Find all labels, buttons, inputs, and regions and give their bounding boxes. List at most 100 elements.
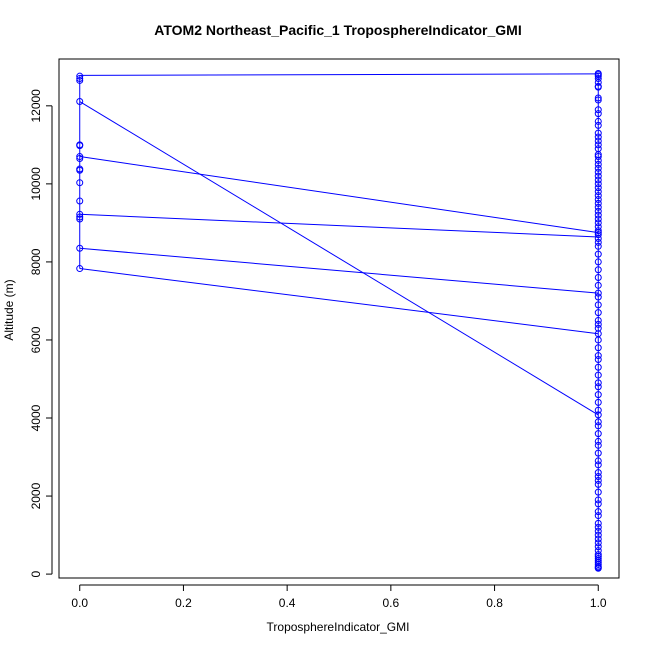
data-point	[594, 227, 602, 235]
data-point	[76, 213, 84, 221]
data-point	[594, 564, 602, 572]
x-tick-label: 0.6	[383, 596, 400, 610]
data-point	[594, 184, 602, 192]
data-point	[594, 437, 602, 445]
data-point	[594, 379, 602, 387]
data-point	[594, 203, 602, 211]
data-point	[594, 215, 602, 223]
y-tick-label: 4000	[29, 404, 43, 431]
data-point	[76, 179, 84, 187]
data-line-segment	[79, 156, 599, 234]
data-point	[594, 289, 602, 297]
data-point	[594, 523, 602, 531]
data-point	[594, 535, 602, 543]
data-point	[594, 316, 602, 324]
data-point	[594, 238, 602, 246]
data-point	[594, 500, 602, 508]
y-tick-label: 8000	[29, 248, 43, 275]
x-tick-label: 0.4	[279, 596, 296, 610]
data-point	[594, 117, 602, 125]
y-tick-label: 6000	[29, 326, 43, 353]
data-point	[594, 160, 602, 168]
data-point	[594, 199, 602, 207]
y-axis: 0 2000 4000 6000 8000 10000 12000	[29, 89, 53, 577]
data-point	[594, 411, 602, 419]
data-point	[594, 352, 602, 360]
data-point	[594, 449, 602, 457]
data-point	[594, 355, 602, 363]
data-point	[594, 211, 602, 219]
data-point	[594, 195, 602, 203]
data-line-segment	[79, 101, 599, 416]
data-point	[594, 219, 602, 227]
data-point	[594, 301, 602, 309]
data-point	[594, 172, 602, 180]
data-point	[594, 168, 602, 176]
data-point	[76, 166, 84, 174]
data-point	[594, 496, 602, 504]
data-point	[594, 441, 602, 449]
data-point	[594, 519, 602, 527]
data-point	[594, 406, 602, 414]
data-point	[594, 164, 602, 172]
data-point	[594, 83, 602, 91]
y-tick-label: 2000	[29, 482, 43, 509]
data-point	[594, 266, 602, 274]
x-tick-label: 0.8	[486, 596, 503, 610]
y-axis-label: Altitude (m)	[2, 279, 16, 340]
data-point	[594, 133, 602, 141]
data-point	[594, 527, 602, 535]
data-point	[594, 75, 602, 83]
data-point	[594, 121, 602, 129]
y-tick-label: 0	[29, 570, 43, 577]
x-tick-label: 1.0	[590, 596, 607, 610]
data-point	[594, 383, 602, 391]
y-tick-label: 10000	[29, 167, 43, 201]
data-point	[594, 176, 602, 184]
data-point	[594, 207, 602, 215]
data-point	[594, 473, 602, 481]
data-point	[76, 244, 84, 252]
data-point	[594, 309, 602, 317]
data-point	[594, 391, 602, 399]
data-point	[76, 265, 84, 273]
data-point	[594, 192, 602, 200]
data-point	[594, 344, 602, 352]
data-point	[594, 231, 602, 239]
data-point	[594, 539, 602, 547]
data-point	[594, 543, 602, 551]
data-point	[594, 469, 602, 477]
data-point	[594, 94, 602, 102]
data-point	[594, 235, 602, 243]
data-point	[594, 363, 602, 371]
data-point	[76, 75, 84, 83]
data-point	[594, 324, 602, 332]
data-point	[594, 560, 602, 568]
data-point	[76, 153, 84, 161]
data-point	[594, 137, 602, 145]
data-point	[76, 76, 84, 84]
data-point	[76, 215, 84, 223]
data-point	[594, 78, 602, 86]
data-point	[594, 281, 602, 289]
data-point	[594, 508, 602, 516]
data-point	[76, 72, 84, 80]
data-point	[594, 141, 602, 149]
data-point	[594, 106, 602, 114]
data-point	[594, 512, 602, 520]
data-segments	[79, 73, 599, 416]
x-tick-label: 0.0	[71, 596, 88, 610]
data-points	[76, 69, 602, 572]
x-tick-label: 0.2	[175, 596, 192, 610]
data-point	[594, 430, 602, 438]
data-point	[594, 476, 602, 484]
data-point	[594, 461, 602, 469]
x-axis-label: TroposphereIndicator_GMI	[267, 620, 410, 634]
data-point	[594, 180, 602, 188]
data-point	[76, 210, 84, 218]
data-line-segment	[79, 73, 599, 76]
data-point	[594, 457, 602, 465]
data-point	[594, 129, 602, 137]
